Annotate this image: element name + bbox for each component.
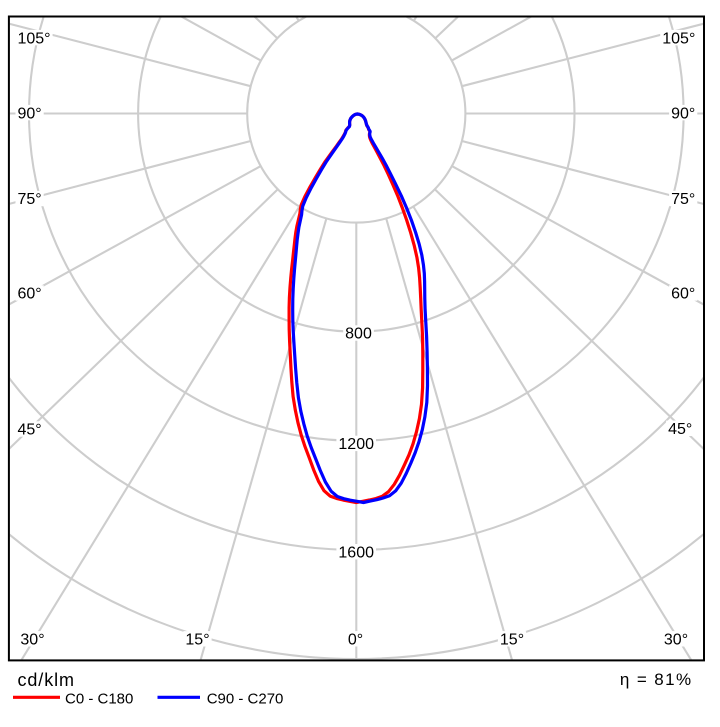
svg-text:45°: 45° (17, 422, 41, 439)
svg-text:800: 800 (345, 326, 372, 343)
svg-text:cd/klm: cd/klm (18, 670, 75, 690)
svg-text:1200: 1200 (338, 436, 374, 453)
svg-text:90°: 90° (671, 105, 695, 122)
svg-text:60°: 60° (671, 286, 695, 303)
svg-text:60°: 60° (17, 286, 41, 303)
svg-text:15°: 15° (185, 632, 209, 649)
svg-text:η = 81%: η = 81% (620, 670, 693, 689)
svg-text:C90 - C270: C90 - C270 (207, 690, 284, 707)
svg-text:75°: 75° (671, 191, 695, 208)
svg-text:1600: 1600 (338, 544, 374, 561)
svg-text:105°: 105° (662, 30, 695, 47)
svg-text:C0 - C180: C0 - C180 (65, 690, 133, 707)
svg-text:15°: 15° (500, 632, 524, 649)
svg-text:0°: 0° (348, 632, 363, 649)
svg-text:75°: 75° (17, 191, 41, 208)
svg-text:90°: 90° (17, 105, 41, 122)
svg-text:30°: 30° (664, 632, 688, 649)
svg-text:105°: 105° (17, 30, 50, 47)
svg-text:30°: 30° (20, 632, 44, 649)
svg-text:45°: 45° (668, 421, 692, 438)
